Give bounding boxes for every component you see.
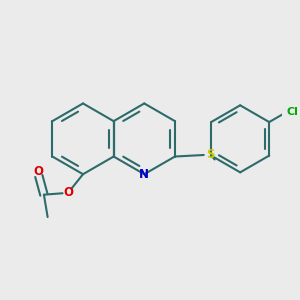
Text: O: O <box>33 165 43 178</box>
Text: S: S <box>206 148 214 161</box>
Text: O: O <box>63 186 73 199</box>
Text: Cl: Cl <box>287 107 299 117</box>
Text: N: N <box>139 168 149 181</box>
